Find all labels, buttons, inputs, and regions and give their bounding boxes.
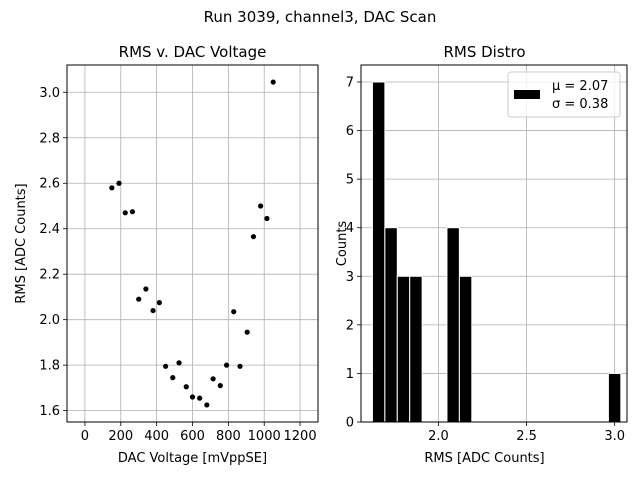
scatter-point bbox=[189, 394, 196, 400]
histogram-ytick-label: 1 bbox=[346, 367, 354, 382]
scatter-point bbox=[150, 307, 156, 314]
scatter-xtick-label: 400 bbox=[144, 429, 169, 444]
scatter-ytick-label: 2.6 bbox=[39, 177, 60, 192]
scatter-points bbox=[109, 79, 276, 408]
histogram-ticks: 2.0 2.5 3.0 0 1 2 3 4 5 6 7 bbox=[346, 76, 625, 445]
legend-mu: μ = 2.07 bbox=[552, 79, 608, 94]
histogram-ytick-label: 5 bbox=[346, 173, 354, 188]
scatter-ytick-label: 1.8 bbox=[39, 359, 60, 374]
scatter-point bbox=[122, 210, 128, 216]
histogram-xtick-label: 3.0 bbox=[604, 429, 625, 444]
scatter-point bbox=[237, 363, 243, 369]
scatter-xtick-label: 1000 bbox=[248, 429, 281, 444]
scatter-ytick-label: 2.8 bbox=[39, 131, 60, 146]
histogram-ytick-label: 2 bbox=[346, 318, 354, 333]
scatter-point bbox=[170, 375, 176, 381]
scatter-point bbox=[116, 180, 122, 186]
scatter-xtick-label: 1200 bbox=[284, 429, 317, 444]
scatter-xtick-label: 200 bbox=[108, 429, 133, 444]
scatter-point bbox=[176, 360, 182, 366]
scatter-point bbox=[217, 383, 223, 389]
figure-suptitle: Run 3039, channel3, DAC Scan bbox=[204, 8, 437, 26]
scatter-ytick-label: 1.6 bbox=[39, 404, 60, 419]
scatter-point bbox=[264, 215, 270, 222]
scatter-point bbox=[183, 384, 189, 390]
scatter-ytick-label: 3.0 bbox=[39, 86, 60, 101]
scatter-frame bbox=[66, 64, 319, 423]
scatter-point bbox=[129, 209, 136, 215]
scatter-ytick-label: 2.0 bbox=[39, 313, 60, 328]
scatter-point bbox=[143, 286, 149, 292]
histogram-bar bbox=[458, 275, 473, 423]
scatter-point bbox=[223, 362, 230, 368]
scatter-point bbox=[136, 296, 142, 302]
scatter-point bbox=[244, 329, 250, 335]
scatter-ticks: 0 200 400 600 800 1000 1200 1.6 1.8 2.0 2.2 2.4 2.6 2… bbox=[39, 86, 316, 444]
scatter-grid bbox=[67, 65, 318, 422]
scatter-xtick-label: 800 bbox=[216, 429, 241, 444]
histogram-xtick-label: 2.5 bbox=[516, 429, 537, 444]
scatter-xtick-label: 600 bbox=[180, 429, 205, 444]
histogram-legend: μ = 2.07 σ = 0.38 bbox=[507, 71, 621, 118]
legend-sigma: σ = 0.38 bbox=[552, 97, 608, 112]
histogram-xlabel: RMS [ADC Counts] bbox=[424, 451, 544, 466]
scatter-ytick-label: 2.4 bbox=[39, 222, 60, 237]
legend-swatch bbox=[514, 90, 540, 99]
scatter-point bbox=[270, 79, 276, 85]
histogram-ylabel: Counts bbox=[335, 221, 350, 267]
scatter-point bbox=[231, 309, 237, 315]
histogram-ytick-label: 0 bbox=[346, 416, 354, 431]
scatter-point bbox=[258, 203, 264, 209]
histogram-bars bbox=[371, 81, 622, 423]
histogram-xtick-label: 2.0 bbox=[428, 429, 449, 444]
histogram-ytick-label: 7 bbox=[346, 76, 354, 91]
histogram-frame bbox=[360, 64, 628, 423]
histogram-bar bbox=[607, 372, 622, 423]
histogram-bar bbox=[396, 275, 411, 423]
scatter-point bbox=[197, 395, 203, 401]
histogram-ytick-label: 4 bbox=[346, 221, 354, 236]
scatter-point bbox=[210, 376, 216, 382]
histogram-bar bbox=[384, 227, 398, 423]
histogram-ytick-label: 6 bbox=[346, 124, 354, 139]
scatter-point bbox=[250, 234, 257, 240]
scatter-panel: RMS v. DAC Voltage 0 200 400 600 800 1000 1200… bbox=[14, 43, 319, 466]
scatter-point bbox=[204, 402, 210, 408]
scatter-point bbox=[163, 363, 169, 369]
scatter-ylabel: RMS [ADC Counts] bbox=[14, 183, 29, 303]
legend-box bbox=[507, 71, 621, 118]
scatter-ytick-label: 2.2 bbox=[39, 268, 60, 283]
histogram-bar bbox=[371, 81, 386, 423]
scatter-point bbox=[109, 185, 115, 191]
histogram-bar bbox=[409, 275, 423, 423]
scatter-xtick-label: 0 bbox=[81, 429, 89, 444]
histogram-ytick-label: 3 bbox=[346, 270, 354, 285]
histogram-bar bbox=[446, 227, 460, 423]
scatter-xlabel: DAC Voltage [mVppSE] bbox=[118, 451, 267, 466]
histogram-title: RMS Distro bbox=[443, 43, 525, 61]
scatter-point bbox=[156, 300, 162, 306]
histogram-panel: RMS Distro 2.0 2.5 3.0 0 1 2 3 4 5 6 7 μ = 2.07 σ … bbox=[335, 43, 628, 466]
scatter-title: RMS v. DAC Voltage bbox=[119, 43, 267, 61]
